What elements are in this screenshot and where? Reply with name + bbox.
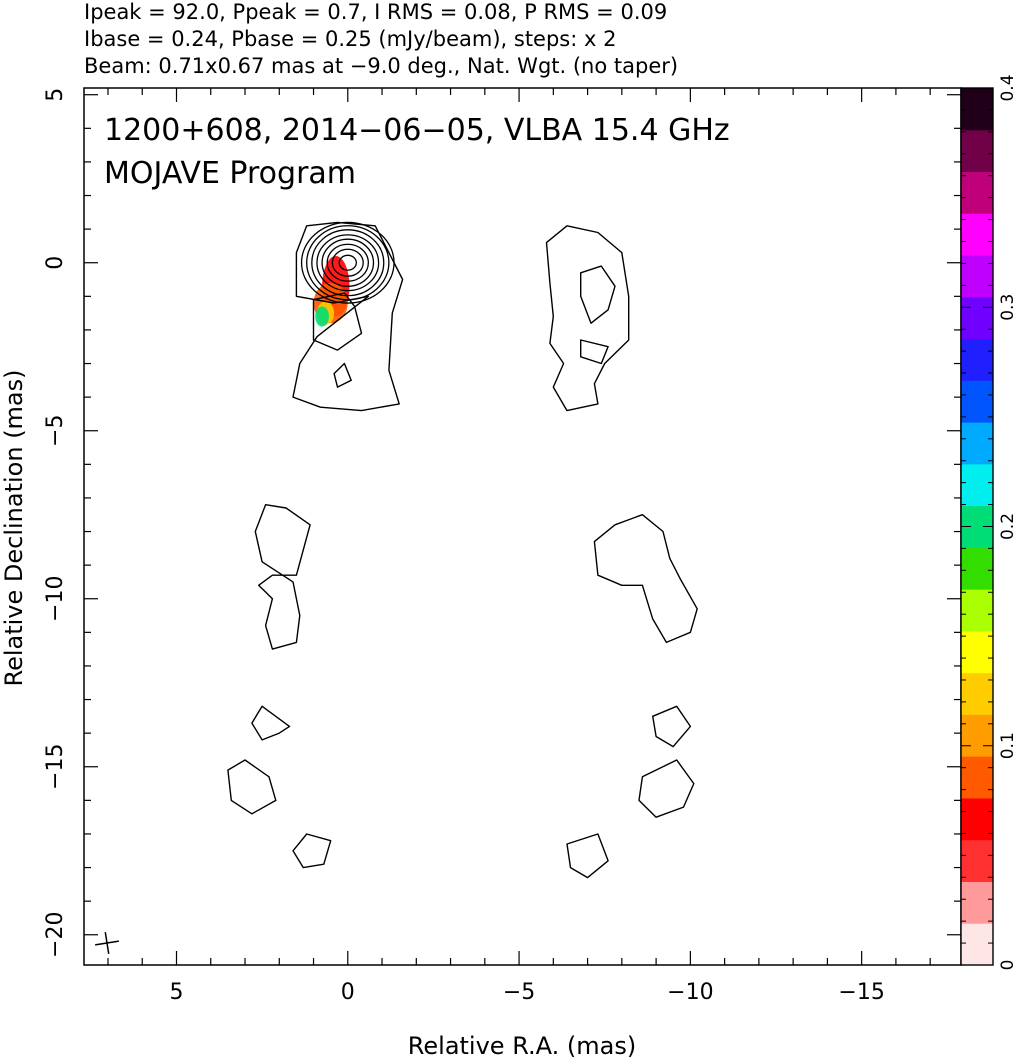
- colorbar-swatch: [961, 547, 993, 590]
- x-tick-label: −15: [838, 980, 884, 1005]
- colorbar-swatch: [961, 213, 993, 256]
- colorbar-swatch: [961, 88, 993, 131]
- colorbar-tick-label: 0.4: [998, 74, 1018, 101]
- core-contour: [326, 243, 369, 282]
- jet-contour: [652, 705, 692, 748]
- colorbar-swatch: [961, 422, 993, 465]
- colorbar-swatch: [961, 672, 993, 715]
- colorbar-swatch: [961, 881, 993, 924]
- y-tick-label: −20: [43, 912, 68, 958]
- jet-contour: [566, 833, 609, 879]
- colorbar-swatch: [961, 255, 993, 298]
- colorbar-tick-label: 0: [998, 960, 1018, 971]
- program-annotation: MOJAVE Program: [104, 156, 356, 191]
- colorbar-swatch: [961, 296, 993, 340]
- intensity-contour-layer: [227, 221, 698, 879]
- y-tick-label: 0: [43, 256, 68, 270]
- x-tick-label: −10: [667, 980, 713, 1005]
- colorbar-swatch: [961, 171, 993, 214]
- source-annotation: 1200+608, 2014−06−05, VLBA 15.4 GHz: [104, 113, 730, 148]
- jet-contour: [254, 504, 311, 650]
- core-contour: [316, 234, 380, 292]
- jet-contour: [593, 514, 698, 644]
- jet-contour: [292, 221, 404, 412]
- core-contour: [338, 254, 357, 271]
- x-tick-label: 0: [341, 980, 355, 1005]
- y-tick-label: −10: [43, 576, 68, 622]
- colorbar-swatch: [961, 756, 993, 799]
- x-tick-label: 5: [169, 980, 183, 1005]
- x-tick-label: −5: [503, 980, 535, 1005]
- colorbar-tick-label: 0.1: [998, 732, 1018, 759]
- colorbar-swatch: [961, 630, 993, 674]
- y-axis-label: Relative Declination (mas): [0, 369, 28, 686]
- y-tick-label: −15: [43, 744, 68, 790]
- jet-contour: [545, 225, 630, 412]
- plot-frame: [83, 87, 962, 966]
- colorbar-swatch: [961, 129, 993, 173]
- beam-cross-icon: [95, 932, 119, 954]
- polarization-patch: [315, 306, 329, 327]
- header-line-3: Beam: 0.71x0.67 mas at −9.0 deg., Nat. W…: [84, 54, 679, 78]
- header-line-2: Ibase = 0.24, Pbase = 0.25 (mJy/beam), s…: [84, 27, 617, 51]
- colorbar-swatch: [961, 714, 993, 757]
- jet-contour: [312, 292, 363, 351]
- colorbar-swatch: [961, 839, 993, 882]
- axis-tick-layer: 5 0 −5 −10 −15 5 0 −5 −10 −15 −20: [43, 88, 961, 1005]
- core-contour: [311, 229, 385, 297]
- colorbar: 0 0.1 0.2 0.3 0.4: [960, 74, 1018, 971]
- jet-contour: [251, 705, 291, 741]
- jet-contour: [638, 759, 695, 818]
- jet-contour: [580, 265, 616, 324]
- colorbar-tick-label: 0.2: [998, 513, 1018, 540]
- y-tick-label: 5: [43, 88, 68, 102]
- colorbar-tick-label: 0.3: [998, 294, 1018, 321]
- jet-contour: [333, 362, 352, 388]
- colorbar-swatch: [961, 463, 993, 507]
- y-tick-label: −5: [43, 415, 68, 447]
- jet-contour: [227, 759, 277, 815]
- colorbar-swatch: [961, 338, 993, 381]
- x-axis-label: Relative R.A. (mas): [408, 1032, 636, 1060]
- jet-contour: [292, 833, 332, 869]
- core-contour: [321, 238, 375, 287]
- core-contour: [331, 248, 364, 277]
- colorbar-swatch: [961, 589, 993, 632]
- jet-contour: [580, 339, 609, 365]
- header-line-1: Ipeak = 92.0, Ppeak = 0.7, I RMS = 0.08,…: [84, 0, 668, 24]
- colorbar-swatch: [961, 380, 993, 423]
- colorbar-swatch: [961, 797, 993, 841]
- colorbar-swatch: [961, 923, 993, 966]
